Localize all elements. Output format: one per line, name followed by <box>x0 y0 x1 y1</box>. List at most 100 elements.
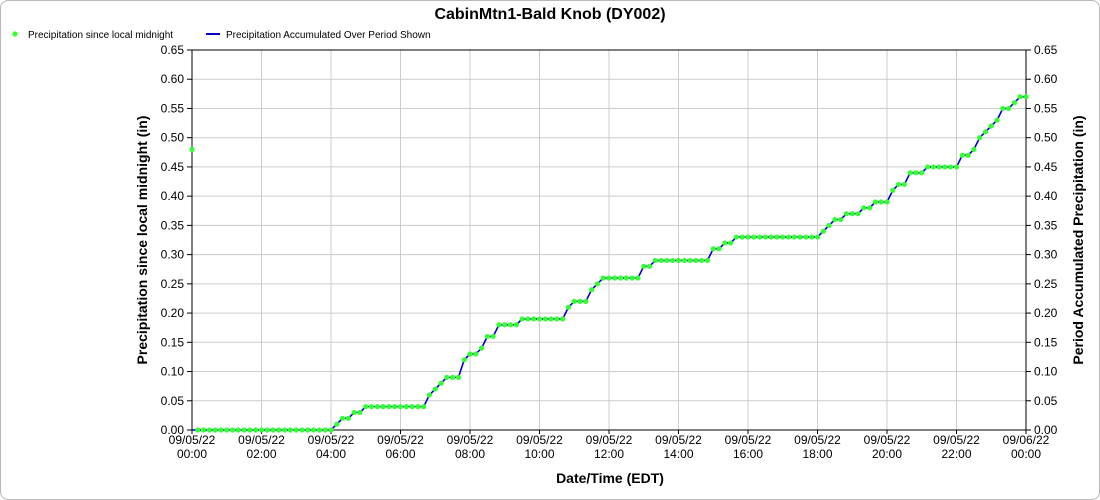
y-tick-label-left: 0.55 <box>161 101 185 115</box>
precip-point <box>728 240 734 246</box>
precip-point <box>589 287 595 293</box>
precip-point <box>386 404 392 410</box>
x-tick-label-time: 16:00 <box>733 447 763 461</box>
precip-point <box>484 333 490 340</box>
precip-point <box>432 386 438 392</box>
precip-point <box>513 322 519 328</box>
precip-point <box>536 316 543 322</box>
precip-point <box>994 117 1000 123</box>
precip-point <box>843 211 850 217</box>
precip-point <box>739 234 745 240</box>
y-tick-label-left: 0.65 <box>161 43 185 57</box>
x-tick-label-time: 06:00 <box>385 447 415 461</box>
precip-point <box>542 316 548 322</box>
precip-point <box>253 427 259 433</box>
precip-point <box>977 135 983 141</box>
axes <box>187 49 1031 434</box>
precip-point <box>548 316 554 322</box>
x-tick-label-time: 08:00 <box>455 447 485 461</box>
precip-point <box>258 427 265 433</box>
y-tick-label-right: 0.35 <box>1034 218 1058 232</box>
y-tick-label-right: 0.25 <box>1034 277 1058 291</box>
precip-point <box>1017 94 1023 100</box>
x-tick-labels: 09/05/2200:0009/05/2202:0009/05/2204:000… <box>169 433 1050 461</box>
legend-marker-points <box>12 31 18 37</box>
precip-point <box>832 216 838 223</box>
precip-point <box>936 164 942 170</box>
precip-point <box>791 234 797 240</box>
precip-point <box>907 170 913 176</box>
precip-point <box>247 427 253 433</box>
precip-point <box>450 374 456 380</box>
precip-point <box>554 316 560 322</box>
precip-point <box>890 187 896 193</box>
y-tick-label-left: 0.35 <box>161 218 185 232</box>
precip-point <box>838 216 844 223</box>
precip-point <box>502 322 508 328</box>
precip-point <box>733 234 740 240</box>
x-axis-label: Date/Time (EDT) <box>556 470 664 486</box>
precip-point <box>496 322 502 328</box>
precip-point <box>368 404 375 410</box>
precip-point <box>861 205 867 211</box>
precip-point <box>878 199 884 205</box>
precip-point <box>675 257 682 264</box>
precip-point <box>189 146 195 152</box>
precip-point <box>849 211 855 217</box>
y-tick-label-left: 0.05 <box>161 394 185 408</box>
precip-point <box>357 409 363 416</box>
precip-point <box>334 421 340 427</box>
precip-point <box>409 404 415 410</box>
precip-point <box>606 275 612 281</box>
precip-point <box>397 404 404 410</box>
precip-point <box>919 170 925 176</box>
precip-point <box>652 257 658 264</box>
x-tick-label-time: 00:00 <box>177 447 207 461</box>
precip-point <box>473 351 479 357</box>
x-tick-label-time: 10:00 <box>524 447 554 461</box>
precip-point <box>884 199 890 205</box>
x-tick-label-date: 09/05/22 <box>794 433 841 447</box>
precip-point <box>774 234 780 240</box>
precip-point <box>1023 94 1029 100</box>
y-tick-label-right: 0.40 <box>1034 189 1058 203</box>
legend-label-line: Precipitation Accumulated Over Period Sh… <box>226 30 431 41</box>
precip-point <box>195 427 201 433</box>
precip-point <box>421 404 427 410</box>
precip-point <box>235 427 241 433</box>
precip-point <box>270 427 276 433</box>
precip-point <box>699 257 705 264</box>
precip-point <box>797 234 803 240</box>
precip-point <box>664 257 670 264</box>
y-tick-label-right: 0.55 <box>1034 101 1058 115</box>
precip-point <box>363 404 369 410</box>
precip-point <box>826 222 832 228</box>
precip-point <box>948 164 954 170</box>
precip-point <box>646 263 653 269</box>
precip-point <box>490 333 496 340</box>
grid <box>191 49 1027 431</box>
x-tick-label-time: 18:00 <box>802 447 832 461</box>
precip-point <box>229 427 236 433</box>
y-tick-label-right: 0.10 <box>1034 365 1058 379</box>
precip-point <box>212 427 218 433</box>
precip-point <box>328 427 334 433</box>
x-tick-label-date: 09/05/22 <box>377 433 424 447</box>
legend: Precipitation since local midnight Preci… <box>12 30 431 41</box>
y-tick-label-left: 0.50 <box>161 131 185 145</box>
precip-point <box>872 199 879 205</box>
precip-point <box>895 181 902 188</box>
y-tick-label-right: 0.20 <box>1034 306 1058 320</box>
precip-point <box>426 392 433 398</box>
precip-point <box>681 257 687 264</box>
precip-point <box>467 351 473 357</box>
y-tick-label-left: 0.25 <box>161 277 185 291</box>
precip-point <box>264 427 270 433</box>
plot-area-border <box>191 49 1027 431</box>
precip-point <box>565 304 572 310</box>
y-axis-label-left: Precipitation since local midnight (in) <box>134 116 150 365</box>
precip-point <box>617 275 624 281</box>
y-axis-label-right: Period Accumulated Precipitation (in) <box>1070 115 1086 364</box>
